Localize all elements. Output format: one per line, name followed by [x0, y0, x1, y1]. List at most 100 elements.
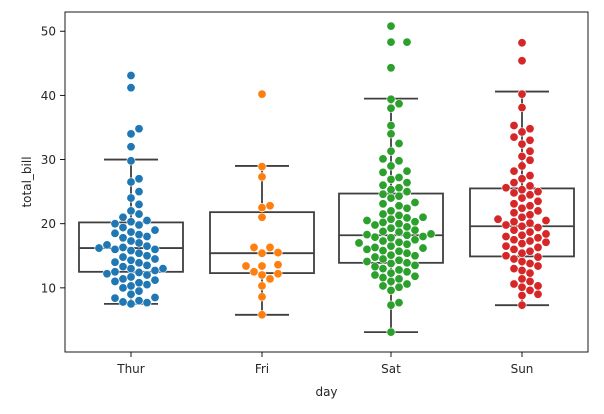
data-point — [533, 206, 543, 216]
data-point — [394, 227, 404, 237]
data-point — [118, 262, 128, 272]
data-point — [402, 279, 412, 289]
data-point — [150, 225, 160, 235]
data-point — [517, 221, 527, 231]
data-point — [134, 199, 144, 209]
data-point — [126, 299, 136, 309]
data-point — [110, 257, 120, 267]
data-point — [509, 199, 519, 209]
data-point — [541, 237, 551, 247]
data-point — [257, 281, 267, 291]
data-point — [525, 181, 535, 191]
data-point — [402, 248, 412, 258]
data-point — [525, 190, 535, 200]
data-point — [541, 229, 551, 239]
x-axis-label: day — [315, 385, 337, 399]
data-point — [509, 254, 519, 264]
data-point — [150, 254, 160, 264]
data-point — [410, 235, 420, 245]
data-point — [402, 267, 412, 277]
data-point — [394, 99, 404, 109]
data-point — [501, 220, 511, 230]
data-point — [142, 280, 152, 290]
data-point — [533, 242, 543, 252]
data-point — [378, 264, 388, 274]
data-point — [150, 292, 160, 302]
data-point — [265, 274, 275, 284]
data-point — [402, 178, 412, 188]
data-point — [249, 267, 259, 277]
data-point — [509, 208, 519, 218]
data-point — [394, 274, 404, 284]
data-point — [394, 265, 404, 275]
data-point — [134, 286, 144, 296]
y-tick-label: 10 — [41, 281, 56, 295]
data-point — [410, 271, 420, 281]
data-point — [150, 266, 160, 276]
data-point — [517, 291, 527, 301]
data-point — [126, 246, 136, 256]
data-point — [126, 255, 136, 265]
data-point — [386, 285, 396, 295]
data-point — [378, 154, 388, 164]
data-point — [102, 240, 112, 250]
data-point — [525, 227, 535, 237]
data-point — [370, 270, 380, 280]
data-point — [265, 201, 275, 211]
x-axis: Thur Fri Sat Sun — [116, 352, 533, 376]
data-point — [410, 251, 420, 261]
data-point — [273, 248, 283, 258]
data-point — [134, 248, 144, 258]
data-point — [150, 275, 160, 285]
data-point — [517, 282, 527, 292]
data-point — [394, 210, 404, 220]
data-point — [142, 298, 152, 308]
data-point — [126, 217, 136, 227]
data-point — [386, 94, 396, 104]
data-point — [386, 161, 396, 171]
data-point — [110, 293, 120, 303]
data-point — [533, 223, 543, 233]
data-point — [386, 146, 396, 156]
data-point — [517, 274, 527, 284]
x-tick-label: Fri — [255, 362, 269, 376]
data-point — [354, 238, 364, 248]
data-point — [386, 37, 396, 47]
swarm-sat — [354, 21, 436, 337]
data-point — [134, 187, 144, 197]
data-point — [509, 225, 519, 235]
data-point — [370, 220, 380, 230]
data-point — [525, 155, 535, 165]
points-layer — [94, 21, 551, 337]
data-point — [386, 121, 396, 131]
data-point — [402, 37, 412, 47]
y-tick-label: 20 — [41, 217, 56, 231]
data-point — [273, 260, 283, 270]
data-point — [509, 188, 519, 198]
data-point — [370, 242, 380, 252]
data-point — [533, 289, 543, 299]
data-point — [126, 264, 136, 274]
data-point — [525, 135, 535, 145]
data-point — [257, 162, 267, 172]
data-point — [370, 252, 380, 262]
data-point — [378, 209, 388, 219]
data-point — [394, 237, 404, 247]
data-point — [126, 156, 136, 166]
data-point — [378, 226, 388, 236]
data-point — [118, 233, 128, 243]
data-point — [126, 236, 136, 246]
data-point — [273, 269, 283, 279]
data-point — [517, 103, 527, 113]
data-point — [509, 279, 519, 289]
data-point — [378, 189, 388, 199]
data-point — [386, 206, 396, 216]
data-point — [142, 270, 152, 280]
data-point — [402, 203, 412, 213]
data-point — [517, 203, 527, 213]
data-point — [394, 139, 404, 149]
data-point — [394, 173, 404, 183]
data-point — [257, 270, 267, 280]
data-point — [525, 171, 535, 181]
data-point — [509, 132, 519, 142]
